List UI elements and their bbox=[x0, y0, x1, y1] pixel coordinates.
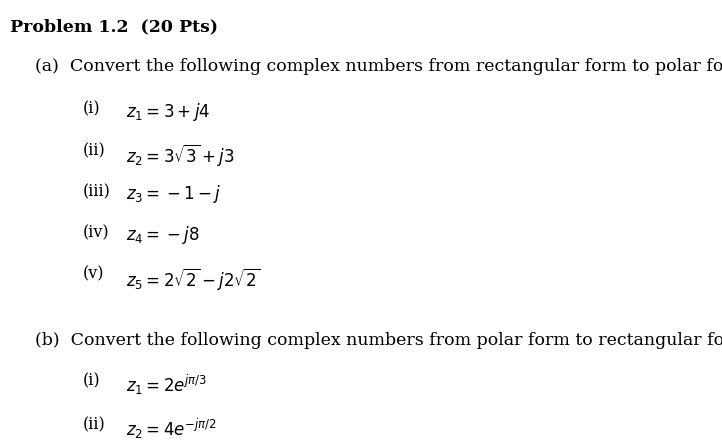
Text: $z_1 = 2e^{j\pi/3}$: $z_1 = 2e^{j\pi/3}$ bbox=[126, 373, 208, 397]
Text: Problem 1.2  (20 Pts): Problem 1.2 (20 Pts) bbox=[10, 19, 218, 36]
Text: (a)  Convert the following complex numbers from rectangular form to polar form:: (a) Convert the following complex number… bbox=[35, 58, 722, 75]
Text: (i): (i) bbox=[83, 373, 100, 390]
Text: $z_1 = 3 + j4$: $z_1 = 3 + j4$ bbox=[126, 101, 211, 123]
Text: (b)  Convert the following complex numbers from polar form to rectangular form:: (b) Convert the following complex number… bbox=[35, 332, 722, 349]
Text: (v): (v) bbox=[83, 266, 105, 283]
Text: (i): (i) bbox=[83, 101, 100, 118]
Text: (ii): (ii) bbox=[83, 142, 106, 159]
Text: (iv): (iv) bbox=[83, 224, 110, 241]
Text: $z_4 = -j8$: $z_4 = -j8$ bbox=[126, 224, 200, 246]
Text: $z_3 = -1 - j$: $z_3 = -1 - j$ bbox=[126, 183, 222, 205]
Text: (iii): (iii) bbox=[83, 183, 111, 200]
Text: $z_2 = 3\sqrt{3} + j3$: $z_2 = 3\sqrt{3} + j3$ bbox=[126, 142, 235, 168]
Text: $z_5 = 2\sqrt{2} - j2\sqrt{2}$: $z_5 = 2\sqrt{2} - j2\sqrt{2}$ bbox=[126, 266, 261, 292]
Text: $z_2 = 4e^{-j\pi/2}$: $z_2 = 4e^{-j\pi/2}$ bbox=[126, 417, 217, 441]
Text: (ii): (ii) bbox=[83, 417, 106, 434]
